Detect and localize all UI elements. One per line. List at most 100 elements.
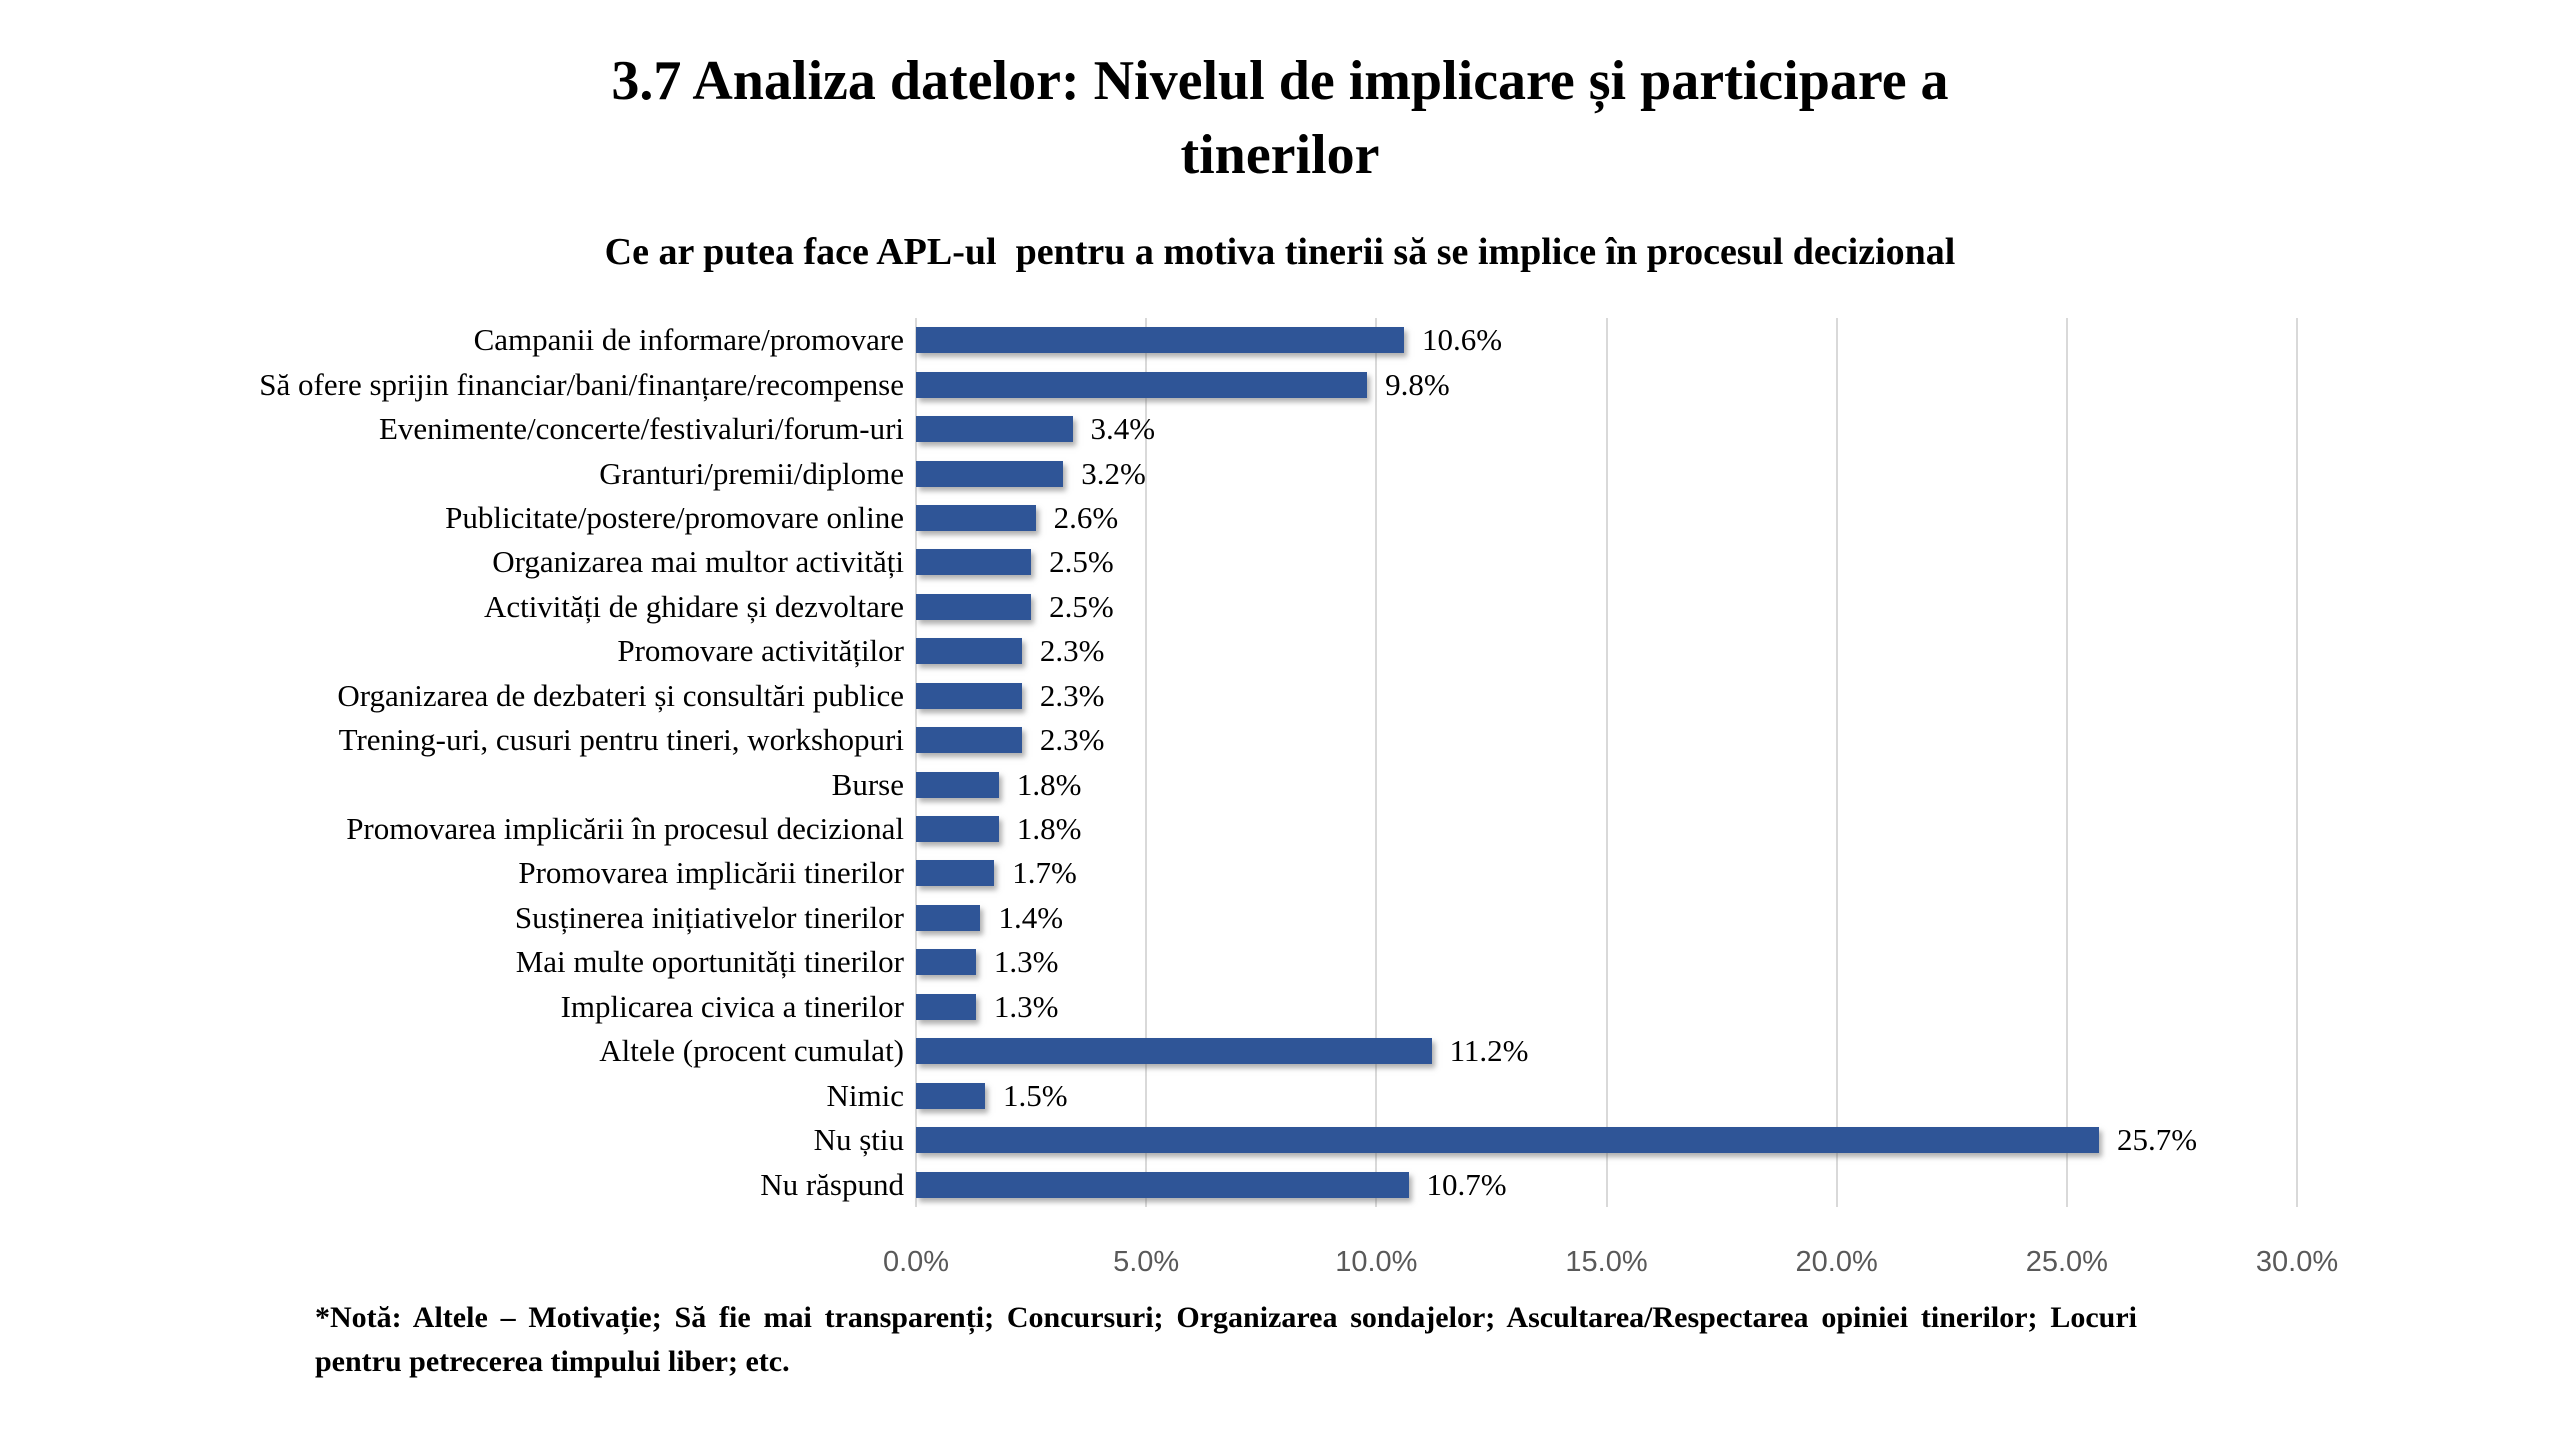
value-label: 1.5%	[1003, 1077, 1068, 1113]
category-label: Campanii de informare/promovare	[473, 322, 904, 358]
bar	[916, 993, 976, 1020]
category-label: Altele (procent cumulat)	[599, 1033, 904, 1069]
x-tick-label: 30.0%	[2255, 1246, 2339, 1278]
bar	[916, 638, 1022, 665]
category-label: Publicitate/postere/promovare online	[445, 499, 904, 535]
bar	[916, 904, 981, 931]
bar-track: 1.3%	[916, 985, 2297, 1029]
gridline	[1835, 318, 1838, 1207]
x-tick-label: 25.0%	[2025, 1246, 2108, 1278]
bar-track: 25.7%	[916, 1118, 2297, 1162]
value-label: 3.4%	[1090, 411, 1156, 447]
value-label: 10.6%	[1421, 322, 1503, 358]
bar	[916, 682, 1022, 709]
bar	[916, 816, 999, 843]
bar-row: Nimic 1.5%	[0, 1073, 2560, 1117]
bar-track: 2.3%	[916, 718, 2297, 762]
category-label: Nu răspund	[760, 1166, 904, 1202]
category-label: Trening-uri, cusuri pentru tineri, works…	[338, 722, 904, 758]
value-label: 11.2%	[1449, 1033, 1529, 1069]
bar-row: Altele (procent cumulat) 11.2%	[0, 1029, 2560, 1073]
category-label: Organizarea de dezbateri și consultări p…	[337, 677, 904, 713]
bar-row: Nu răspund 10.7%	[0, 1162, 2560, 1206]
x-tick-label: 10.0%	[1335, 1246, 1418, 1278]
bar	[916, 549, 1032, 576]
category-label: Burse	[831, 766, 904, 802]
chart-title: Ce ar putea face APL-ul pentru a motiva …	[604, 231, 1956, 273]
bar	[916, 371, 1368, 398]
gridline-layer	[915, 318, 2298, 1207]
bar-row: Promovarea implicării tinerilor 1.7%	[0, 851, 2560, 895]
category-label: Activități de ghidare și dezvoltare	[483, 588, 904, 624]
bar-track: 9.8%	[916, 362, 2297, 406]
value-label: 2.5%	[1049, 588, 1114, 624]
page-title: 3.7 Analiza datelor: Nivelul de implicar…	[0, 44, 2560, 192]
bar	[916, 1038, 1432, 1065]
value-label: 1.7%	[1012, 855, 1077, 891]
bar-track: 1.8%	[916, 807, 2297, 851]
bar-row: Organizarea de dezbateri și consultări p…	[0, 674, 2560, 718]
category-label: Evenimente/concerte/festivaluri/forum-ur…	[378, 411, 904, 447]
bar-track: 2.5%	[916, 585, 2297, 629]
bar-track: 2.3%	[916, 629, 2297, 673]
gridline	[1145, 318, 1148, 1207]
value-label: 2.3%	[1039, 722, 1105, 758]
value-label: 2.3%	[1039, 633, 1105, 669]
x-tick-label: 5.0%	[1113, 1246, 1180, 1278]
category-label: Să ofere sprijin financiar/bani/finanțar…	[259, 366, 904, 402]
bar	[916, 1171, 1409, 1198]
gridline	[1605, 318, 1608, 1207]
category-label: Implicarea civica a tinerilor	[560, 988, 904, 1024]
bar	[916, 949, 976, 976]
category-label: Promovarea implicării tinerilor	[518, 855, 904, 891]
bar-track: 2.3%	[916, 674, 2297, 718]
bar	[916, 416, 1073, 443]
bar	[916, 593, 1032, 620]
bar-track: 11.2%	[916, 1029, 2297, 1073]
category-label: Organizarea mai multor activități	[492, 544, 904, 580]
bar	[916, 327, 1404, 354]
bar-track: 2.5%	[916, 540, 2297, 584]
value-label: 2.3%	[1039, 677, 1105, 713]
bar	[916, 1082, 986, 1109]
bar-track: 2.6%	[916, 496, 2297, 540]
bar-track: 1.5%	[916, 1073, 2297, 1117]
x-tick-label: 20.0%	[1795, 1246, 1878, 1278]
page-title-line1: 3.7 Analiza datelor: Nivelul de implicar…	[611, 50, 1949, 112]
bar-row: Trening-uri, cusuri pentru tineri, works…	[0, 718, 2560, 762]
bar-row: Promovarea implicării în procesul decizi…	[0, 807, 2560, 851]
bar-rows: Campanii de informare/promovare 10.6% Să o…	[0, 318, 2560, 1207]
x-axis: 0.0% 5.0% 10.0% 15.0% 20.0% 25.0% 30.0%	[883, 1240, 2338, 1282]
gridline	[2065, 318, 2068, 1207]
bar-row: Evenimente/concerte/festivaluri/forum-ur…	[0, 407, 2560, 451]
value-label: 1.3%	[993, 988, 1059, 1024]
gridline	[2296, 318, 2298, 1207]
bar	[916, 771, 999, 798]
bar-row: Nu știu 25.7%	[0, 1118, 2560, 1162]
x-tick-label: 0.0%	[882, 1246, 950, 1278]
category-label: Mai multe oportunități tinerilor	[515, 944, 904, 980]
category-label: Granturi/premii/diplome	[599, 455, 904, 491]
value-label: 1.4%	[998, 899, 1064, 935]
bar-track: 1.4%	[916, 896, 2297, 940]
bar-row: Organizarea mai multor activități 2.5%	[0, 540, 2560, 584]
bar-track: 3.4%	[916, 407, 2297, 451]
bar-track: 3.2%	[916, 451, 2297, 495]
bar-row: Burse 1.8%	[0, 762, 2560, 806]
bar-row: Mai multe oportunități tinerilor 1.3%	[0, 940, 2560, 984]
value-label: 3.2%	[1081, 455, 1146, 491]
bar-row: Promovare activităților 2.3%	[0, 629, 2560, 673]
gridline	[1375, 318, 1378, 1207]
category-label: Promovarea implicării în procesul decizi…	[346, 811, 904, 847]
value-label: 9.8%	[1385, 366, 1450, 402]
category-label: Promovare activităților	[617, 633, 904, 669]
bar-track: 1.7%	[916, 851, 2297, 895]
bar	[916, 727, 1022, 754]
category-label: Nu știu	[813, 1122, 904, 1158]
x-tick-label: 15.0%	[1565, 1246, 1648, 1278]
value-label: 2.6%	[1053, 499, 1119, 535]
bar-row: Campanii de informare/promovare 10.6%	[0, 318, 2560, 362]
value-label: 1.3%	[993, 944, 1059, 980]
bar-track: 1.3%	[916, 940, 2297, 984]
bar-chart: Campanii de informare/promovare 10.6% Să o…	[0, 318, 2560, 1207]
